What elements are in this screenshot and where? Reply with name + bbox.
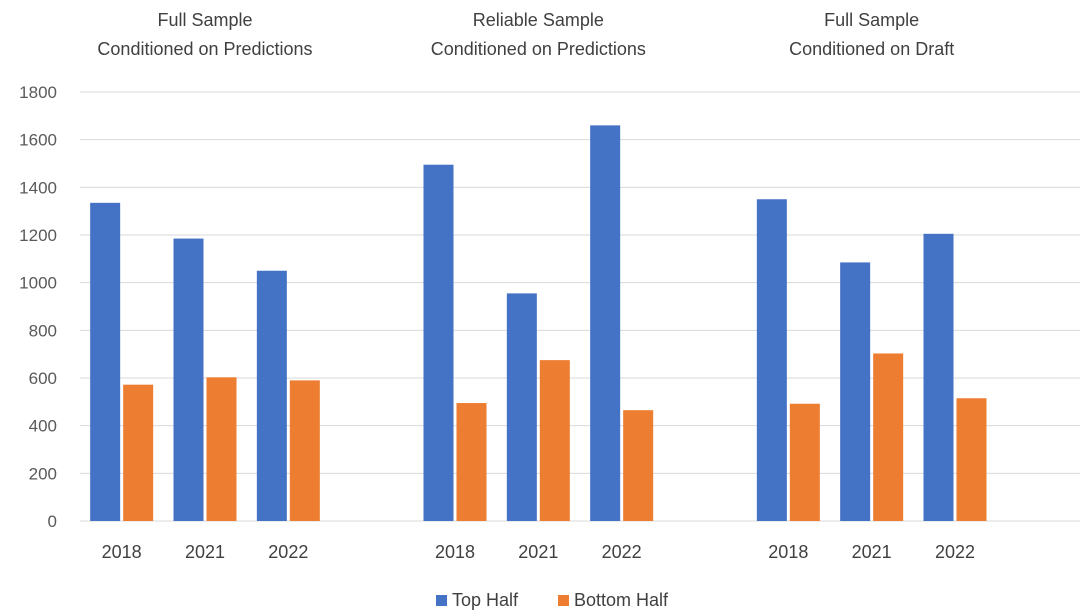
legend-swatch-top-half [436, 595, 447, 606]
bar-top-half [423, 164, 454, 522]
panel-title-line: Conditioned on Draft [789, 39, 954, 59]
x-category-label: 2022 [602, 542, 642, 562]
bar-top-half [90, 202, 121, 521]
bar-top-half [173, 238, 204, 521]
bar-top-half [256, 270, 287, 521]
y-tick-label: 1600 [19, 131, 57, 150]
bar-bottom-half [539, 360, 570, 521]
panel-title-line: Full Sample [157, 10, 252, 30]
legend-swatch-bottom-half [558, 595, 569, 606]
bar-top-half [840, 262, 871, 521]
legend-label-bottom-half: Bottom Half [574, 590, 669, 610]
y-tick-label: 1800 [19, 83, 57, 102]
bar-top-half [590, 125, 621, 521]
x-category-label: 2018 [102, 542, 142, 562]
panel-title-line: Reliable Sample [473, 10, 604, 30]
legend: Top Half Bottom Half [436, 590, 669, 610]
bar-bottom-half [206, 377, 237, 521]
x-category-label: 2021 [852, 542, 892, 562]
x-axis-category-labels: 2018 2021 2022 2018 2021 2022 2018 2021 2022 [102, 542, 975, 562]
bar-bottom-half [956, 398, 987, 521]
bars [90, 125, 987, 522]
bar-bottom-half [289, 380, 320, 521]
bar-bottom-half [789, 403, 820, 521]
y-tick-label: 600 [29, 369, 57, 388]
x-category-label: 2022 [935, 542, 975, 562]
bar-bottom-half [456, 403, 487, 521]
y-tick-label: 0 [48, 512, 57, 531]
y-tick-label: 1400 [19, 178, 57, 197]
bar-bottom-half [873, 353, 904, 521]
bar-top-half [923, 233, 954, 521]
gridlines [80, 91, 1080, 522]
y-tick-label: 1000 [19, 274, 57, 293]
panel-title-line: Conditioned on Predictions [431, 39, 646, 59]
y-tick-label: 200 [29, 464, 57, 483]
panel-title-line: Conditioned on Predictions [97, 39, 312, 59]
panel-titles: Full Sample Conditioned on Predictions Rel… [97, 10, 954, 59]
y-tick-label: 800 [29, 321, 57, 340]
bar-bottom-half [123, 384, 154, 521]
y-tick-label: 400 [29, 417, 57, 436]
bar-top-half [506, 293, 537, 521]
x-category-label: 2018 [435, 542, 475, 562]
y-axis-tick-labels: 0 200 400 600 800 1000 1200 1400 1600 1800 [19, 83, 57, 531]
bar-bottom-half [623, 410, 654, 521]
x-category-label: 2018 [768, 542, 808, 562]
panel-title-line: Full Sample [824, 10, 919, 30]
legend-label-top-half: Top Half [452, 590, 519, 610]
bar-top-half [756, 199, 787, 521]
x-category-label: 2021 [518, 542, 558, 562]
y-tick-label: 1200 [19, 226, 57, 245]
x-category-label: 2022 [268, 542, 308, 562]
x-category-label: 2021 [185, 542, 225, 562]
